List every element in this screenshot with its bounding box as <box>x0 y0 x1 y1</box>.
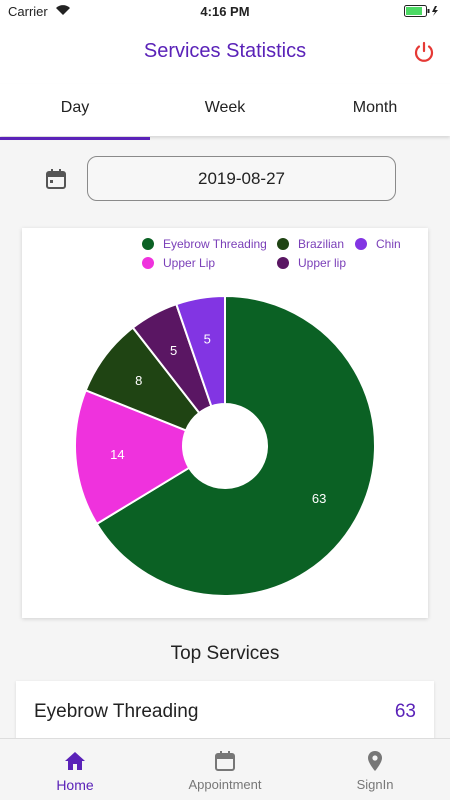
pie-slice <box>175 294 226 408</box>
pie-slice <box>74 389 191 526</box>
power-icon[interactable] <box>412 40 436 64</box>
date-row: 2019-08-27 <box>0 156 450 202</box>
legend-swatch <box>142 257 154 269</box>
clock: 4:16 PM <box>200 4 250 19</box>
pie-slice <box>95 294 376 597</box>
location-pin-icon <box>368 751 382 771</box>
service-count: 63 <box>394 701 416 722</box>
status-bar: Carrier 4:16 PM <box>0 0 450 24</box>
page-title: Services Statistics <box>143 40 307 62</box>
slice-value-label: 5 <box>204 331 211 346</box>
period-tabs: Day Week Month <box>0 84 450 140</box>
home-icon <box>65 752 85 770</box>
calendar-icon[interactable] <box>44 167 68 191</box>
carrier-label: Carrier <box>8 4 48 19</box>
tab-week[interactable]: Week <box>204 99 246 116</box>
tab-day[interactable]: Day <box>0 84 150 140</box>
slice-value-label: 63 <box>312 491 326 506</box>
service-card[interactable]: Eyebrow Threading 63 <box>16 681 434 741</box>
legend-label: Upper lip <box>298 256 347 270</box>
battery-icon <box>404 5 438 17</box>
legend-label: Brazilian <box>298 237 345 251</box>
date-field[interactable]: 2019-08-27 <box>87 156 396 201</box>
app-bar: Services Statistics <box>0 24 450 84</box>
nav-label: SignIn <box>356 777 394 792</box>
nav-appointment[interactable]: Appointment <box>150 739 300 800</box>
legend-item: Eyebrow Threading <box>142 237 267 251</box>
donut-chart: 63 14 8 5 5 <box>74 294 376 597</box>
legend-label: Eyebrow Threading <box>163 237 267 251</box>
legend-item: Brazilian <box>277 237 344 251</box>
legend-swatch <box>277 257 289 269</box>
top-services-title: Top Services <box>170 643 280 664</box>
legend-swatch <box>142 238 154 250</box>
nav-label: Home <box>56 777 94 793</box>
nav-signin[interactable]: SignIn <box>300 739 450 800</box>
calendar-icon <box>215 751 235 771</box>
slice-value-label: 14 <box>110 447 124 462</box>
chart-card: Eyebrow Threading Brazilian Chin Upper L… <box>22 228 428 618</box>
legend-label: Chin <box>376 237 401 251</box>
service-name: Eyebrow Threading <box>34 701 199 722</box>
legend-item: Upper lip <box>277 256 346 270</box>
legend-item: Chin <box>355 237 401 251</box>
nav-home[interactable]: Home <box>0 739 150 800</box>
nav-label: Appointment <box>188 777 262 792</box>
tab-month[interactable]: Month <box>352 99 398 116</box>
legend-label: Upper Lip <box>163 256 216 270</box>
bottom-nav: Home Appointment SignIn <box>0 738 450 800</box>
slice-value-label: 5 <box>170 343 177 358</box>
wifi-icon <box>56 5 70 15</box>
slice-value-label: 8 <box>135 373 142 388</box>
legend-swatch <box>355 238 367 250</box>
legend-swatch <box>277 238 289 250</box>
legend-item: Upper Lip <box>142 256 215 270</box>
